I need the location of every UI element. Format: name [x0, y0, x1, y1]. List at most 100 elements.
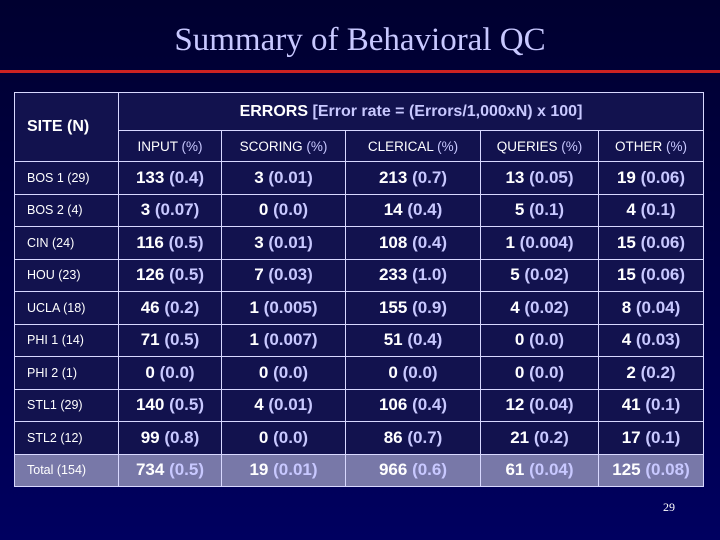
error-rate: (0.01) — [268, 395, 313, 415]
value-cell: 126 (0.5) — [118, 258, 222, 292]
value-cell: 734 (0.5) — [118, 453, 222, 487]
error-rate: (0.01) — [268, 232, 313, 252]
error-count: 3 — [140, 200, 151, 220]
value-cell: 233 (1.0) — [345, 258, 481, 292]
table-row: UCLA (18) 46 (0.2) 1 (0.005) 155 (0.9) 4 (0.… — [14, 291, 704, 325]
value-cell: 108 (0.4) — [345, 226, 481, 260]
error-rate: (0.5) — [164, 330, 200, 350]
error-rate: (0.8) — [164, 427, 200, 447]
column-header: SCORING (%) — [221, 130, 346, 162]
error-rate: (0.04) — [529, 460, 574, 480]
table-row: BOS 2 (4) 3 (0.07) 0 (0.0) 14 (0.4) 5 (0.1) 4… — [14, 193, 704, 227]
error-rate: (0.6) — [412, 460, 448, 480]
error-count: 213 — [378, 167, 408, 187]
error-count: 0 — [145, 362, 155, 382]
errors-note: [Error rate = (Errors/1,000xN) x 100] — [312, 102, 583, 120]
table-row: PHI 1 (14) 71 (0.5) 1 (0.007) 51 (0.4) 0 (0.… — [14, 323, 704, 357]
error-count: 21 — [510, 427, 530, 447]
site-cell: UCLA (18) — [14, 291, 119, 325]
value-cell: 4 (0.02) — [480, 291, 599, 325]
error-rate: (1.0) — [412, 265, 448, 285]
error-rate: (0.01) — [268, 167, 313, 187]
site-cell: CIN (24) — [14, 226, 119, 260]
site-cell: BOS 1 (29) — [14, 161, 119, 195]
value-cell: 966 (0.6) — [345, 453, 481, 487]
value-cell: 99 (0.8) — [118, 421, 222, 455]
value-cell: 155 (0.9) — [345, 291, 481, 325]
site-cell: Total (154) — [14, 453, 119, 487]
value-cell: 0 (0.0) — [118, 356, 222, 390]
error-count: 4 — [254, 395, 264, 415]
error-rate: (0.4) — [412, 395, 448, 415]
error-count: 0 — [258, 362, 269, 382]
table-row: STL2 (12) 99 (0.8) 0 (0.0) 86 (0.7) 21 (0.2)… — [14, 421, 704, 455]
column-unit: (%) — [306, 138, 328, 154]
error-count: 233 — [378, 265, 408, 285]
error-count: 1 — [249, 330, 259, 350]
error-count: 19 — [249, 460, 269, 480]
error-count: 0 — [388, 362, 398, 382]
error-rate: (0.2) — [640, 362, 676, 382]
column-unit: (%) — [437, 138, 459, 154]
column-name: INPUT — [137, 138, 178, 154]
error-count: 61 — [505, 460, 525, 480]
table-row: CIN (24) 116 (0.5) 3 (0.01) 108 (0.4) 1 (0.0… — [14, 226, 704, 260]
value-cell: 5 (0.1) — [480, 193, 599, 227]
value-cell: 71 (0.5) — [118, 323, 222, 357]
value-cell: 1 (0.007) — [221, 323, 346, 357]
value-cell: 61 (0.04) — [480, 453, 599, 487]
value-cell: 15 (0.06) — [598, 258, 704, 292]
value-cell: 116 (0.5) — [118, 226, 222, 260]
value-cell: 140 (0.5) — [118, 388, 222, 422]
error-rate: (0.7) — [407, 427, 443, 447]
error-rate: (0.2) — [164, 297, 200, 317]
error-rate: (0.2) — [533, 427, 569, 447]
error-rate: (0.4) — [407, 330, 443, 350]
column-unit: (%) — [666, 138, 687, 154]
error-count: 1 — [249, 297, 259, 317]
error-count: 155 — [378, 297, 408, 317]
error-rate: (0.0) — [159, 362, 195, 382]
page-number: 29 — [663, 500, 675, 514]
site-cell: STL1 (29) — [14, 388, 119, 422]
value-cell: 4 (0.01) — [221, 388, 346, 422]
error-count: 0 — [514, 330, 525, 350]
error-count: 125 — [612, 460, 641, 480]
column-name: OTHER — [614, 138, 663, 154]
site-cell: HOU (23) — [14, 258, 119, 292]
error-count: 41 — [621, 395, 641, 415]
error-count: 7 — [254, 265, 264, 285]
column-name: CLERICAL — [367, 138, 434, 154]
error-count: 4 — [626, 200, 636, 220]
value-cell: 19 (0.01) — [221, 453, 346, 487]
error-count: 0 — [514, 362, 525, 382]
table-row: HOU (23) 126 (0.5) 7 (0.03) 233 (1.0) 5 (0.0… — [14, 258, 704, 292]
error-rate: (0.1) — [645, 427, 681, 447]
value-cell: 0 (0.0) — [221, 193, 346, 227]
error-rate: (0.5) — [169, 265, 205, 285]
error-count: 133 — [135, 167, 165, 187]
errors-label: ERRORS — [239, 102, 309, 120]
error-count: 1 — [505, 232, 515, 252]
site-cell: PHI 1 (14) — [14, 323, 119, 357]
error-count: 15 — [616, 265, 636, 285]
error-rate: (0.03) — [635, 330, 681, 350]
column-header: QUERIES (%) — [480, 130, 599, 162]
value-cell: 0 (0.0) — [221, 421, 346, 455]
error-rate: (0.5) — [169, 460, 205, 480]
error-rate: (0.04) — [635, 297, 681, 317]
error-count: 12 — [505, 395, 525, 415]
error-count: 19 — [616, 167, 636, 187]
error-rate: (0.06) — [640, 265, 686, 285]
value-cell: 1 (0.005) — [221, 291, 346, 325]
qc-table: SITE (N) ERRORS [Error rate = (Errors/1,… — [14, 92, 704, 487]
error-count: 2 — [626, 362, 636, 382]
error-count: 116 — [136, 232, 164, 252]
error-rate: (0.04) — [529, 395, 574, 415]
value-cell: 106 (0.4) — [345, 388, 481, 422]
site-header: SITE (N) — [14, 92, 119, 162]
error-rate: (0.0) — [529, 330, 565, 350]
error-count: 106 — [378, 395, 408, 415]
value-cell: 3 (0.01) — [221, 161, 346, 195]
error-count: 71 — [140, 330, 160, 350]
